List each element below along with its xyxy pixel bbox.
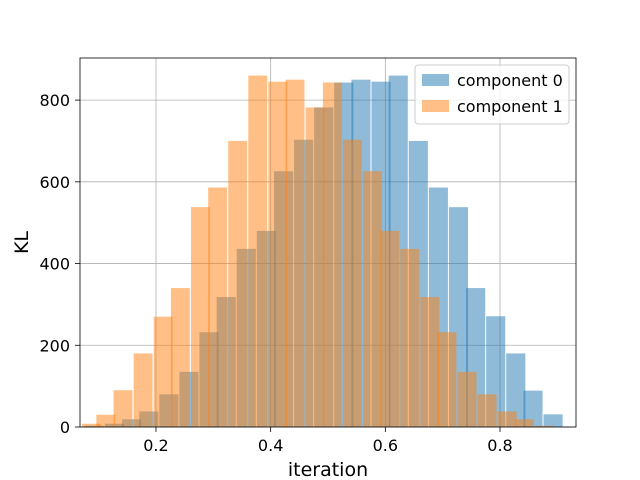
bar-series-1-14 [342,139,362,427]
bar-series-1-20 [457,371,477,427]
legend-swatch-1 [422,100,449,112]
bar-series-1-19 [437,332,457,427]
y-tick-label-0: 0 [60,418,70,437]
bar-series-0-24 [543,414,563,427]
bar-series-1-17 [400,248,420,427]
bar-series-1-2 [113,390,133,427]
bar-series-1-10 [268,81,288,428]
axes: 0.2 0.4 0.6 0.8 0 200 400 600 800 iteration KL [11,57,577,480]
bar-series-1-16 [380,230,400,427]
x-tick-label-2: 0.6 [373,436,398,455]
bar-series-1-23 [514,419,534,427]
x-axis-label: iteration [288,459,368,480]
x-tick-label-0: 0.2 [143,436,168,455]
legend-label-1: component 1 [457,97,563,116]
legend-box [414,64,570,125]
bar-series-1-0 [82,423,101,427]
bar-series-1-21 [477,394,497,427]
x-tick-label-3: 0.8 [487,436,512,455]
y-axis-label: KL [11,231,33,254]
bar-series-1-6 [190,207,210,427]
bar-series-0-22 [506,353,526,427]
bar-series-1-11 [285,79,305,427]
legend-swatch-0 [422,74,449,86]
bar-series-1-3 [133,353,153,427]
histogram-bars [82,75,563,428]
x-tick-label-1: 0.4 [258,436,283,455]
legend: component 0 component 1 [414,64,570,125]
legend-label-0: component 0 [457,71,563,90]
bar-series-1-8 [228,140,248,427]
y-tick-label-3: 600 [39,173,70,192]
bar-series-1-9 [248,75,268,428]
y-tick-label-2: 400 [39,255,70,274]
bar-series-1-1 [96,414,116,427]
bar-series-1-13 [322,82,342,427]
bar-series-1-7 [208,187,228,427]
bar-series-1-22 [497,411,517,427]
bar-series-0-23 [523,390,543,427]
bar-series-1-24 [535,425,554,427]
bar-series-1-5 [170,288,190,427]
bar-series-1-18 [420,297,440,427]
y-tick-label-1: 200 [39,336,70,355]
bar-series-1-12 [305,107,325,427]
plot-frame [79,57,577,428]
bar-series-1-15 [363,171,382,427]
y-tick-label-4: 800 [39,91,70,110]
bar-series-1-4 [153,316,173,427]
